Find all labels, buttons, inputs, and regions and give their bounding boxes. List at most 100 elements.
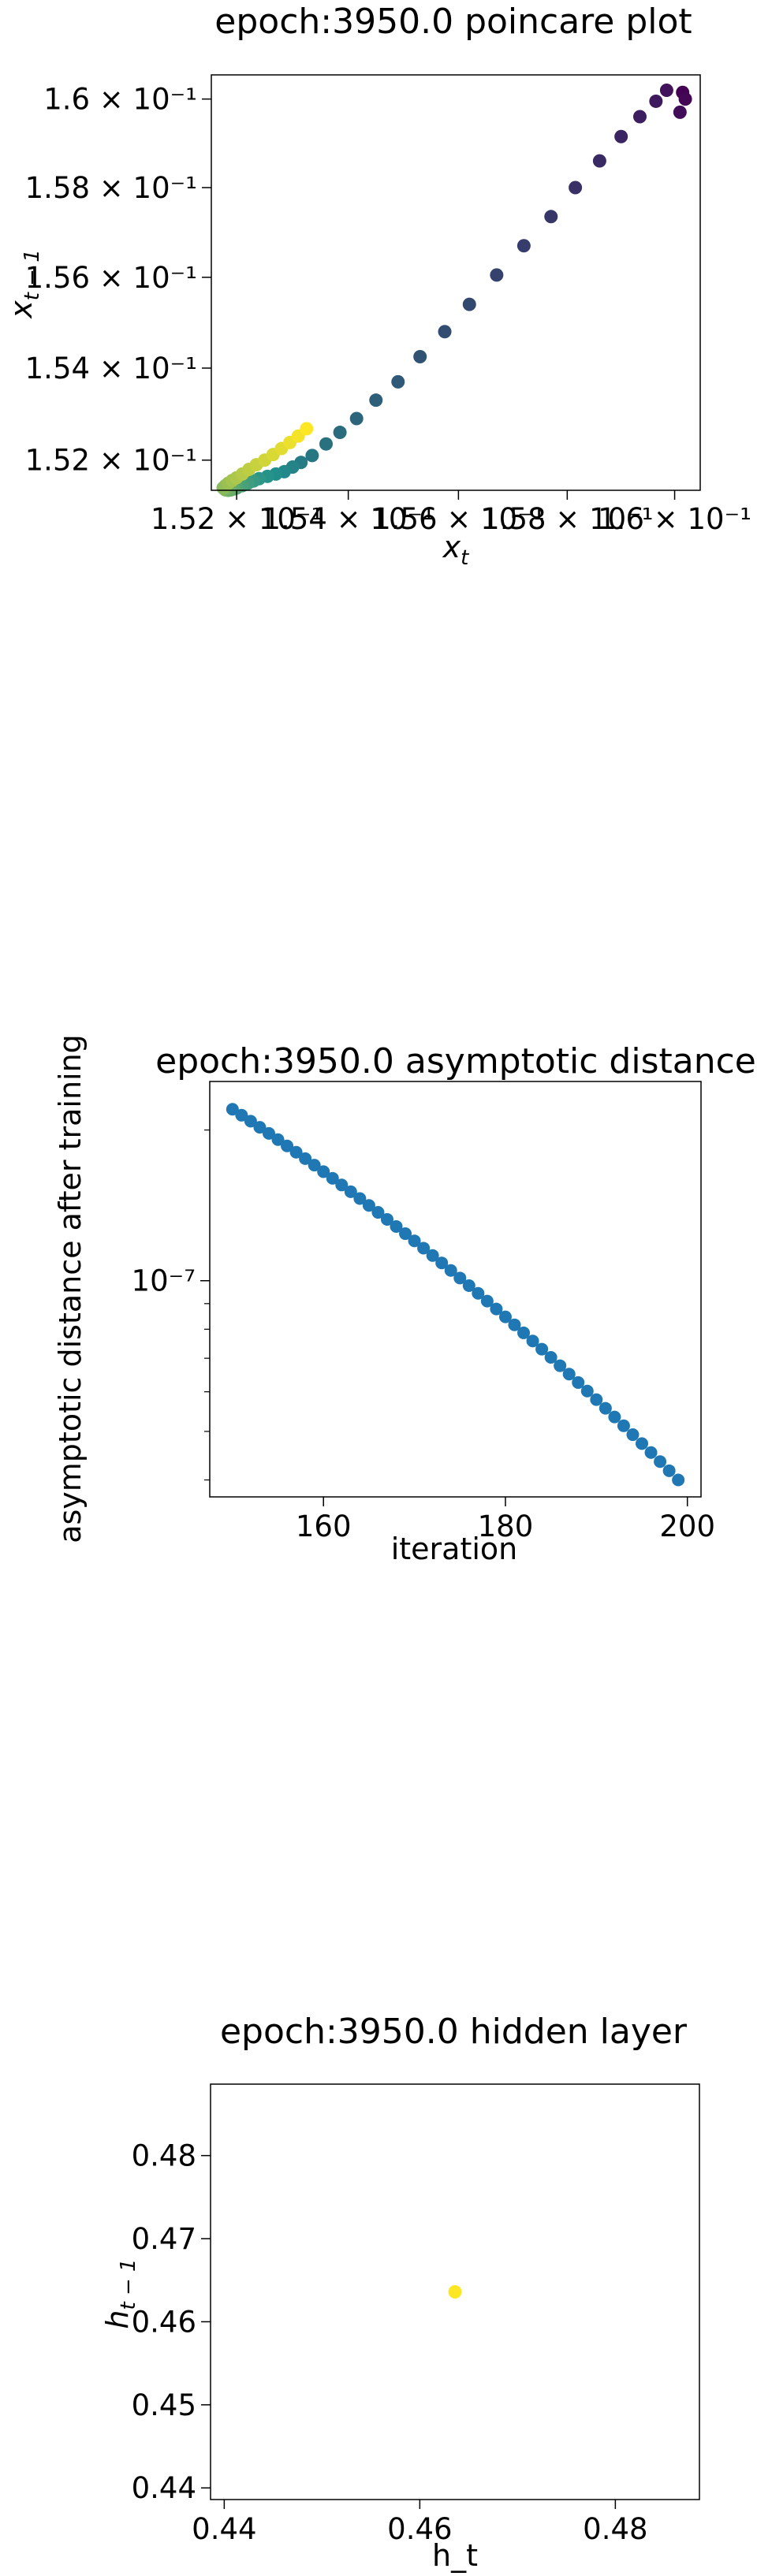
asymptotic-point <box>644 1446 658 1459</box>
asymptotic-point <box>608 1410 621 1424</box>
asymptotic-point <box>480 1294 494 1308</box>
asymptotic-point <box>426 1249 439 1262</box>
asymptotic-point <box>226 1103 239 1116</box>
hidden-layer-y-tick-label: 0.46 <box>132 2305 196 2339</box>
asymptotic-point <box>580 1384 594 1398</box>
asymptotic-point <box>472 1286 485 1300</box>
poincare-y-tick-label: 1.6 × 10⁻¹ <box>43 83 197 117</box>
hidden-layer-point <box>448 2285 462 2299</box>
asymptotic-point <box>262 1126 275 1140</box>
asymptotic-point <box>535 1342 549 1356</box>
asymptotic-point <box>362 1199 375 1212</box>
asymptotic-point <box>490 1302 503 1316</box>
asymptotic-x-tick-label: 200 <box>659 1509 715 1543</box>
poincare-plot-frame <box>211 74 701 491</box>
asymptotic-point <box>299 1152 312 1165</box>
asymptotic-point <box>654 1455 667 1469</box>
hidden-layer-x-tick-label: 0.48 <box>583 2512 647 2546</box>
poincare-points <box>216 83 692 497</box>
poincare-point <box>305 449 319 463</box>
asymptotic-point <box>508 1318 521 1331</box>
asymptotic-point <box>390 1219 403 1233</box>
asymptotic-y-ticks: 10⁻⁷ <box>132 1129 210 1481</box>
poincare-y-tick-label: 1.56 × 10⁻¹ <box>25 261 197 295</box>
asymptotic-point <box>662 1464 676 1477</box>
asymptotic-point <box>544 1351 557 1364</box>
asymptotic-point <box>590 1393 603 1406</box>
poincare-y-tick-label: 1.54 × 10⁻¹ <box>25 352 197 385</box>
asymptotic-point <box>617 1419 630 1432</box>
poincare-x-tick-label: 1.6 × 10⁻¹ <box>598 502 751 536</box>
poincare-point <box>649 94 663 108</box>
poincare-point <box>592 154 606 168</box>
asymptotic-title: epoch:3950.0 asymptotic distance <box>155 1041 756 1081</box>
asymptotic-x-ticks: 160 180 200 <box>296 1497 715 1543</box>
asymptotic-point <box>353 1192 367 1205</box>
hidden-layer-y-tick-label: 0.47 <box>132 2222 196 2256</box>
poincare-point <box>659 83 673 97</box>
asymptotic-point <box>444 1264 457 1277</box>
hidden-layer-points <box>448 2285 462 2299</box>
asymptotic-point <box>435 1256 449 1270</box>
poincare-point <box>300 422 314 436</box>
asymptotic-point <box>636 1437 649 1450</box>
hidden-layer-plot-frame <box>210 2083 700 2500</box>
asymptotic-point <box>380 1212 393 1226</box>
poincare-y-ticks: 1.52 × 10⁻¹ 1.54 × 10⁻¹ 1.56 × 10⁻¹ 1.58 × … <box>25 83 211 478</box>
asymptotic-point <box>526 1335 539 1348</box>
asymptotic-point <box>326 1171 339 1185</box>
poincare-y-label: xt − 1 <box>4 249 44 319</box>
poincare-point <box>391 374 405 389</box>
asymptotic-x-tick-label: 160 <box>296 1509 352 1543</box>
asymptotic-point <box>562 1368 576 1381</box>
asymptotic-x-tick-label: 180 <box>478 1509 534 1543</box>
asymptotic-point <box>344 1185 357 1198</box>
poincare-point <box>632 110 647 124</box>
poincare-point <box>413 349 427 363</box>
asymptotic-point <box>335 1178 349 1192</box>
asymptotic-point <box>308 1159 321 1172</box>
asymptotic-point <box>289 1145 303 1159</box>
asymptotic-x-label: iteration <box>391 1532 518 1566</box>
poincare-point <box>319 437 334 451</box>
asymptotic-point <box>408 1234 421 1248</box>
poincare-point <box>673 105 687 119</box>
poincare-x-tick-label: 1.54 × 10⁻¹ <box>262 502 434 536</box>
hidden-layer-chart: epoch:3950.0 hidden layer 0.44 0.46 0.48 0… <box>100 2012 700 2573</box>
asymptotic-point <box>281 1139 294 1152</box>
poincare-point <box>544 210 558 224</box>
asymptotic-point <box>235 1108 248 1122</box>
asymptotic-point <box>271 1133 285 1146</box>
poincare-point <box>333 426 347 440</box>
poincare-x-tick-label: 1.56 × 10⁻¹ <box>372 502 544 536</box>
asymptotic-point <box>672 1473 685 1487</box>
hidden-layer-y-ticks: 0.44 0.45 0.46 0.47 0.48 <box>132 2139 211 2505</box>
asymptotic-point <box>462 1279 475 1293</box>
poincare-point <box>678 92 692 106</box>
asymptotic-point <box>371 1206 385 1219</box>
asymptotic-point <box>253 1121 267 1134</box>
hidden-layer-x-ticks: 0.44 0.46 0.48 <box>192 2500 648 2546</box>
poincare-x-ticks: 1.52 × 10⁻¹1.54 × 10⁻¹1.56 × 10⁻¹1.58 × … <box>151 490 751 536</box>
asymptotic-point <box>554 1359 567 1372</box>
asymptotic-plot-frame <box>209 1081 702 1498</box>
asymptotic-point <box>517 1326 531 1339</box>
asymptotic-points <box>226 1103 685 1487</box>
hidden-layer-x-tick-label: 0.44 <box>192 2512 256 2546</box>
asymptotic-point <box>626 1428 640 1442</box>
asymptotic-point <box>417 1241 431 1255</box>
poincare-point <box>569 181 583 195</box>
poincare-point <box>438 325 452 339</box>
poincare-x-tick-label: 1.52 × 10⁻¹ <box>151 502 323 536</box>
poincare-point <box>490 268 504 282</box>
asymptotic-y-tick-label: 10⁻⁷ <box>132 1264 196 1298</box>
poincare-y-tick-label: 1.58 × 10⁻¹ <box>25 171 197 205</box>
poincare-x-tick-label: 1.58 × 10⁻¹ <box>481 502 653 536</box>
poincare-point <box>614 129 628 143</box>
hidden-layer-y-tick-label: 0.45 <box>132 2388 196 2422</box>
asymptotic-point <box>317 1165 330 1178</box>
poincare-point <box>516 239 531 253</box>
asymptotic-chart: epoch:3950.0 asymptotic distance 160 180 2… <box>53 1034 756 1566</box>
poincare-point <box>369 393 383 408</box>
